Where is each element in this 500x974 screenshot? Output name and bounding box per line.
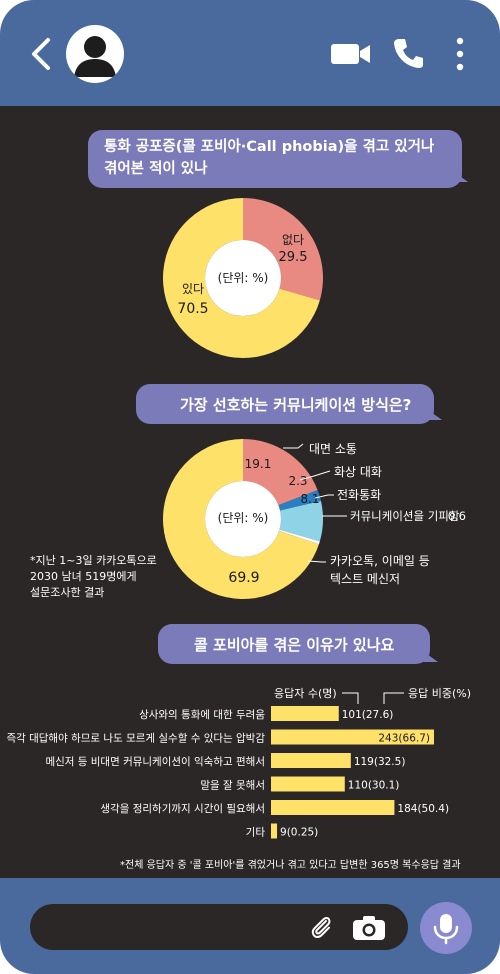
bar-category-label-0: 상사와의 통화에 대한 두려움: [139, 709, 265, 721]
bar-category-label-3: 말을 잘 못해서: [200, 779, 265, 792]
donut2-slice-3: [279, 529, 320, 545]
question-bubble-3: 콜 포비아를 겪은 이유가 있나요: [158, 624, 430, 664]
donut2-unit-label: (단위: %): [218, 511, 269, 525]
donut2-value-phone: 8.1: [300, 492, 319, 506]
donut2-label-avoid: 커뮤니케이션을 기피함: [350, 509, 460, 523]
bar-value-label-2: 119(32.5): [354, 756, 406, 768]
survey-note-line1: *지난 1~3일 카카오톡으로: [30, 553, 157, 567]
donut1-slice-value-no: 29.5: [279, 250, 308, 265]
user-avatar-icon[interactable]: [66, 25, 124, 83]
bar-0: [271, 706, 339, 721]
bar-legend-lines: [342, 692, 404, 704]
bar-legend-count: 응답자 수(명): [274, 687, 337, 700]
chart1-title-line1: 통화 공포증(콜 포비아·Call phobia)을 겪고 있거나: [104, 139, 435, 155]
survey-note-line3: 설문조사한 결과: [30, 586, 104, 599]
donut2-center: [205, 481, 281, 557]
bar-value-label-3: 110(30.1): [348, 780, 400, 792]
more-vertical-icon[interactable]: [452, 36, 468, 72]
bar-value-label-4: 184(50.4): [397, 803, 449, 815]
question-bubble-2: 가장 선호하는 커뮤니케이션 방식은?: [136, 384, 434, 424]
donut2-slice-1: [278, 490, 321, 511]
donut-chart-1: [162, 198, 323, 358]
donut2-slice-4: [163, 439, 319, 599]
charts-canvas: (단위: %) 없다 29.5 있다 70.5 (단위: %) 19.1 2.3…: [6, 198, 471, 871]
bar-chart-note: *전체 응답자 중 '콜 포비아'를 겪었거나 겪고 있다고 답변한 365명 …: [120, 858, 461, 871]
donut1-unit-label: (단위: %): [218, 271, 269, 285]
donut1-center: [205, 240, 281, 316]
survey-note-line2: 2030 남녀 519명에게: [30, 570, 137, 583]
donut2-slice-2: [279, 501, 324, 542]
donut-chart-2: [163, 439, 324, 599]
bar-value-label-5: 9(0.25): [280, 827, 318, 839]
donut2-leader-lines: [283, 443, 347, 563]
donut2-label-text-line2: 텍스트 메신저: [330, 572, 400, 586]
donut1-slice-0: [243, 198, 323, 301]
donut1-slice-1: [162, 198, 320, 358]
bar-value-label-1: 243(66.7): [378, 733, 430, 745]
microphone-icon: [433, 914, 459, 945]
chevron-left-icon[interactable]: [28, 36, 56, 72]
donut2-label-face: 대면 소통: [309, 442, 357, 456]
bar-category-label-2: 메신저 등 비대면 커뮤니케이션이 익숙하고 편해서: [45, 755, 265, 768]
bar-2: [271, 753, 351, 768]
chat-content: 통화 공포증(콜 포비아·Call phobia)을 겪고 있거나 겪어본 적이…: [0, 106, 500, 878]
donut2-label-video: 화상 대화: [334, 465, 382, 479]
bar-category-label-5: 기타: [246, 827, 266, 839]
donut2-slice-0: [243, 439, 318, 506]
donut1-slice-value-yes: 70.5: [177, 301, 208, 317]
bar-5: [271, 823, 278, 839]
bar-legend-ratio: 응답 비중(%): [408, 687, 471, 700]
bar-1: [271, 729, 434, 745]
chart2-title: 가장 선호하는 커뮤니케이션 방식은?: [180, 396, 412, 414]
camera-icon[interactable]: [352, 915, 386, 941]
bar-category-label-1: 즉각 대답해야 하므로 나도 모르게 실수할 수 있다는 압박감: [6, 732, 265, 745]
chart1-title-line2: 겪어본 적이 있나: [104, 161, 208, 177]
donut2-value-face: 19.1: [245, 457, 272, 471]
microphone-button[interactable]: [420, 902, 472, 954]
donut2-label-phone: 전화통화: [337, 488, 381, 502]
chat-footer: [0, 878, 500, 974]
chart3-title: 콜 포비아를 겪은 이유가 있나요: [194, 636, 395, 654]
paperclip-icon[interactable]: [308, 914, 334, 940]
bar-3: [271, 776, 345, 792]
bar-4: [271, 800, 395, 815]
donut1-slice-label-yes: 있다: [182, 282, 204, 296]
message-input[interactable]: [30, 904, 408, 950]
bar-category-label-4: 생각을 정리하기까지 시간이 필요해서: [100, 802, 265, 815]
donut2-label-text-line1: 카카오톡, 이메일 등: [330, 554, 430, 568]
bar-chart: 상사와의 통화에 대한 두려움 101(27.6) 즉각 대답해야 하므로 나도 모…: [6, 706, 449, 839]
donut2-value-text: 69.9: [228, 570, 259, 586]
bar-value-label-0: 101(27.6): [342, 709, 394, 721]
question-bubble-1: 통화 공포증(콜 포비아·Call phobia)을 겪고 있거나 겪어본 적이…: [88, 130, 462, 188]
donut2-value-video: 2.3: [288, 474, 307, 488]
donut1-slice-label-no: 없다: [282, 233, 304, 247]
phone-icon[interactable]: [392, 36, 426, 70]
chat-header: [0, 0, 500, 106]
donut2-value-avoid: 0.6: [448, 509, 466, 523]
video-camera-icon[interactable]: [330, 36, 372, 70]
